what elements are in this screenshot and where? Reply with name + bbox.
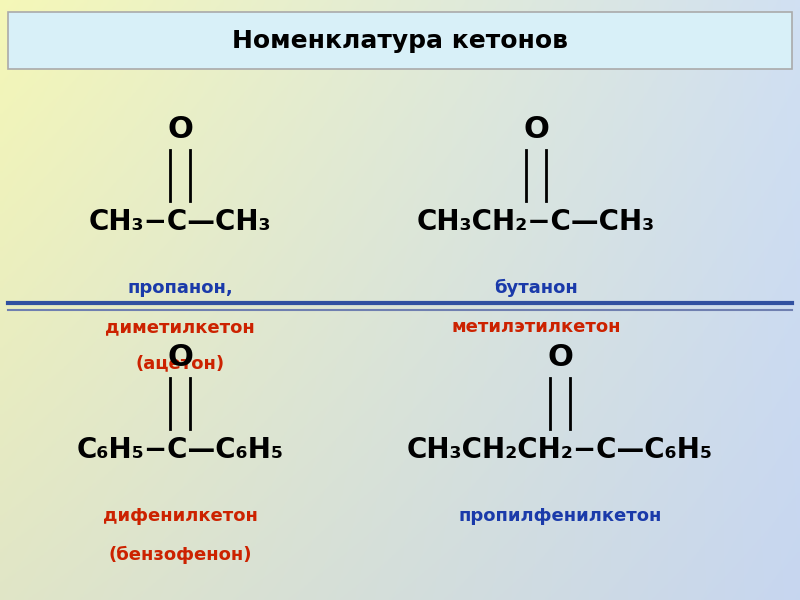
Text: дифенилкетон: дифенилкетон bbox=[102, 507, 258, 525]
Text: бутанон: бутанон bbox=[494, 279, 578, 297]
Text: CH₃−C—CH₃: CH₃−C—CH₃ bbox=[89, 208, 271, 236]
FancyBboxPatch shape bbox=[8, 12, 792, 69]
Text: C₆H₅−C—C₆H₅: C₆H₅−C—C₆H₅ bbox=[77, 436, 283, 464]
Text: O: O bbox=[547, 343, 573, 371]
Text: (бензофенон): (бензофенон) bbox=[108, 546, 252, 564]
Text: O: O bbox=[523, 115, 549, 143]
Text: CH₃CH₂CH₂−C—C₆H₅: CH₃CH₂CH₂−C—C₆H₅ bbox=[407, 436, 713, 464]
Text: CH₃CH₂−C—CH₃: CH₃CH₂−C—CH₃ bbox=[417, 208, 655, 236]
Text: O: O bbox=[167, 343, 193, 371]
Text: O: O bbox=[167, 115, 193, 143]
Text: диметилкетон: диметилкетон bbox=[105, 318, 255, 336]
Text: (ацетон): (ацетон) bbox=[135, 354, 225, 372]
Text: метилэтилкетон: метилэтилкетон bbox=[451, 318, 621, 336]
Text: пропанон,: пропанон, bbox=[127, 279, 233, 297]
Text: Номенклатура кетонов: Номенклатура кетонов bbox=[232, 29, 568, 53]
Text: пропилфенилкетон: пропилфенилкетон bbox=[458, 507, 662, 525]
